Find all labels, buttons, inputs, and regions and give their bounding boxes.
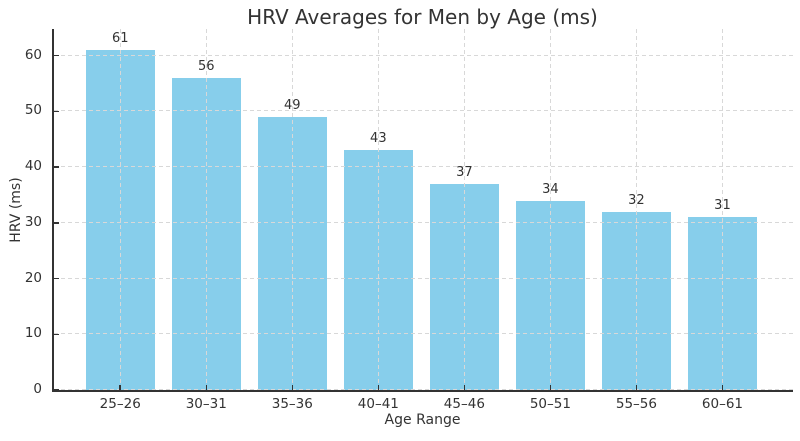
- gridline-vertical: [550, 29, 552, 390]
- y-tick-mark: [54, 222, 59, 224]
- y-axis-label: HRV (ms): [8, 177, 24, 243]
- gridline-vertical: [120, 29, 122, 390]
- gridline-vertical: [378, 29, 380, 390]
- plot-area: 61 56 49 43 37 34 32 31 0 10 20 30 40 50 60 25–26 30–31 3…: [25, 29, 793, 412]
- x-tick-label: 40–41: [357, 396, 399, 412]
- bar-value-label: 32: [628, 192, 645, 208]
- y-tick-label: 50: [24, 102, 42, 119]
- y-tick-label: 20: [24, 269, 42, 286]
- x-axis-label: Age Range: [384, 412, 461, 428]
- bar-value-label: 37: [456, 164, 473, 180]
- x-tick-label: 55–56: [615, 396, 657, 412]
- gridline-horizontal: [54, 166, 793, 168]
- gridline-horizontal: [54, 333, 793, 335]
- gridline-vertical: [292, 29, 294, 390]
- x-tick-mark: [119, 385, 121, 390]
- bar-value-label: 34: [542, 181, 559, 197]
- x-tick-mark: [721, 385, 724, 390]
- x-tick-label: 35–36: [271, 396, 313, 412]
- gridline-horizontal: [54, 110, 793, 112]
- x-tick-label: 25–26: [99, 396, 141, 412]
- y-tick-label: 0: [33, 381, 42, 397]
- x-tick-mark: [377, 385, 380, 390]
- y-tick-mark: [54, 333, 59, 336]
- y-tick-mark: [54, 166, 59, 168]
- y-tick-label: 40: [24, 158, 42, 175]
- y-tick-mark: [54, 110, 59, 113]
- y-tick-label: 30: [24, 213, 42, 230]
- x-tick-label: 60–61: [701, 396, 744, 412]
- bar: [515, 200, 585, 390]
- y-tick-mark: [54, 277, 59, 280]
- y-tick-mark: [54, 389, 59, 391]
- chart-title: HRV Averages for Men by Age (ms): [247, 5, 598, 29]
- gridline-horizontal: [54, 54, 793, 56]
- bar: [429, 183, 499, 390]
- gridline-horizontal: [54, 277, 793, 279]
- x-tick-mark: [549, 385, 552, 390]
- bar-value-label: 43: [370, 131, 387, 147]
- y-tick-label: 10: [24, 325, 42, 342]
- bar-value-label: 49: [284, 98, 301, 114]
- gridline-horizontal: [54, 221, 793, 223]
- bar: [602, 211, 671, 390]
- x-tick-label: 45–46: [443, 396, 485, 412]
- x-tick-mark: [635, 385, 638, 390]
- gridline-vertical: [722, 29, 724, 390]
- x-tick-label: 50–51: [529, 396, 571, 412]
- x-tick-label: 30–31: [185, 396, 227, 412]
- bar-value-label: 56: [197, 59, 215, 75]
- x-tick-mark: [205, 385, 208, 390]
- bar-value-label: 31: [714, 198, 731, 214]
- x-tick-mark: [291, 385, 294, 390]
- bar: [688, 217, 757, 390]
- gridline-horizontal: [54, 389, 793, 390]
- bar-value-label: 61: [111, 31, 129, 47]
- gridline-vertical: [464, 29, 466, 390]
- y-tick-label: 60: [24, 46, 42, 63]
- y-tick-mark: [54, 54, 59, 57]
- gridline-vertical: [206, 29, 208, 390]
- gridline-vertical: [636, 29, 638, 390]
- x-tick-mark: [463, 385, 466, 390]
